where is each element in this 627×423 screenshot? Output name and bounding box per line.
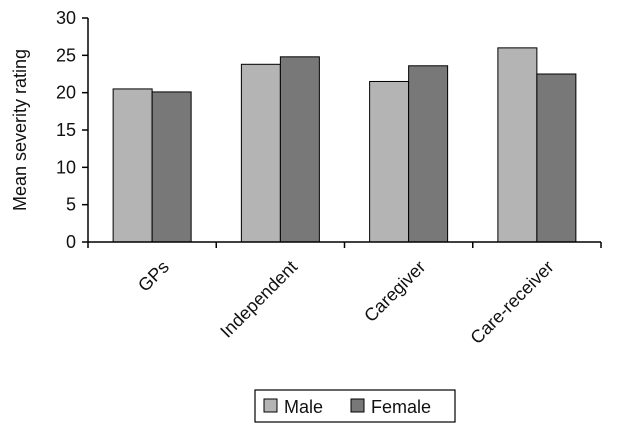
bar-male-independent — [240, 63, 281, 243]
x-tick-label: Care-receiver — [466, 257, 557, 348]
y-tick-label: 0 — [66, 232, 76, 252]
x-axis-ticks: GPs Independent Caregiver Care-receiver — [87, 242, 602, 348]
y-axis-ticks: 0 5 10 15 20 25 30 — [56, 8, 88, 252]
y-tick-label: 20 — [56, 83, 76, 103]
x-tick-label: Independent — [216, 257, 301, 342]
legend: Male Female — [254, 389, 456, 423]
y-tick-label: 30 — [56, 8, 76, 28]
y-axis-title: Mean severity rating — [10, 49, 30, 211]
y-tick-label: 25 — [56, 45, 76, 65]
y-tick-label: 10 — [56, 157, 76, 177]
x-tick-label: Caregiver — [360, 257, 429, 326]
bar-female-independent — [279, 56, 320, 243]
bar-female-gps — [151, 91, 192, 243]
bar-female-care-receiver — [536, 73, 577, 243]
bar-female-caregiver — [408, 65, 449, 243]
y-tick-label: 5 — [66, 195, 76, 215]
legend-label-male: Male — [284, 397, 323, 417]
legend-swatch-male — [263, 398, 278, 413]
bar-male-gps — [112, 88, 153, 243]
bars — [112, 47, 577, 243]
legend-swatch-female — [350, 398, 365, 413]
bar-male-caregiver — [369, 80, 410, 243]
y-tick-label: 15 — [56, 120, 76, 140]
legend-label-female: Female — [371, 397, 431, 417]
x-tick-label: GPs — [134, 257, 173, 296]
bar-male-care-receiver — [497, 47, 538, 243]
